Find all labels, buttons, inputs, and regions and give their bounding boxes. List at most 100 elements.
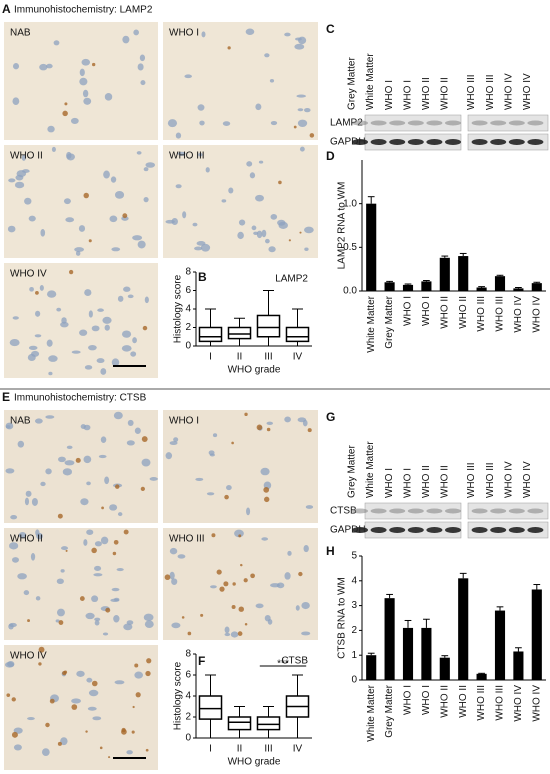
tile-label: WHO III bbox=[169, 151, 205, 162]
nucleus bbox=[103, 170, 110, 179]
tile-label: WHO I bbox=[169, 28, 199, 39]
panel-title: Immunohistochemistry: CTSB bbox=[14, 393, 147, 404]
lane-label: White Matter bbox=[365, 441, 376, 498]
y-axis-label: Histology score bbox=[173, 661, 184, 730]
nucleus bbox=[16, 170, 27, 178]
box bbox=[227, 716, 252, 731]
x-tick-label: IV bbox=[293, 352, 303, 363]
x-tick-label: WHO III bbox=[476, 296, 487, 332]
tile-label: NAB bbox=[10, 416, 31, 427]
stain bbox=[105, 607, 111, 613]
nucleus bbox=[270, 120, 278, 126]
lane-label: WHO III bbox=[485, 74, 496, 110]
x-tick-label: Grey Matter bbox=[384, 684, 395, 737]
stain bbox=[6, 693, 11, 698]
micrograph bbox=[163, 528, 318, 640]
nucleus bbox=[14, 181, 25, 189]
y-tick-label: 2 bbox=[185, 322, 191, 333]
y-tick-label: 0.5 bbox=[343, 242, 357, 253]
nucleus bbox=[165, 452, 173, 460]
stain bbox=[49, 698, 55, 704]
nucleus bbox=[134, 671, 143, 679]
nucleus bbox=[114, 680, 125, 685]
y-axis-label: Histology score bbox=[173, 274, 184, 343]
stain bbox=[293, 125, 297, 129]
nucleus bbox=[234, 529, 244, 538]
nucleus bbox=[104, 476, 110, 485]
x-tick-label: II bbox=[237, 744, 243, 755]
nucleus bbox=[256, 230, 263, 239]
nucleus bbox=[297, 119, 308, 128]
nucleus bbox=[36, 532, 43, 540]
stain bbox=[121, 729, 127, 735]
blot-band bbox=[527, 120, 544, 126]
stain bbox=[65, 549, 68, 552]
bar bbox=[366, 203, 377, 291]
nucleus bbox=[47, 125, 55, 133]
nucleus bbox=[261, 229, 267, 238]
nucleus bbox=[266, 421, 273, 426]
nucleus bbox=[301, 601, 310, 610]
stain bbox=[231, 605, 236, 610]
nucleus bbox=[228, 187, 234, 194]
micrograph bbox=[4, 410, 158, 523]
nucleus bbox=[86, 529, 94, 535]
stain bbox=[115, 484, 120, 489]
nucleus bbox=[304, 108, 311, 113]
y-tick-label: 6 bbox=[185, 670, 191, 681]
nucleus bbox=[133, 29, 139, 36]
blot-band bbox=[445, 508, 461, 514]
lane-label: WHO IV bbox=[503, 73, 514, 110]
nucleus bbox=[299, 146, 305, 152]
stain bbox=[108, 756, 111, 759]
bar bbox=[421, 627, 432, 680]
stain bbox=[145, 670, 151, 677]
stain bbox=[63, 670, 68, 674]
nucleus bbox=[84, 289, 92, 297]
nucleus bbox=[237, 231, 244, 240]
stain bbox=[112, 551, 117, 556]
nucleus bbox=[56, 307, 62, 312]
nucleus bbox=[64, 460, 75, 466]
nucleus bbox=[79, 329, 88, 336]
nucleus bbox=[61, 546, 69, 551]
x-tick-label: White Matter bbox=[366, 295, 377, 352]
stain bbox=[145, 748, 149, 752]
tile-label: WHO III bbox=[169, 534, 205, 545]
nucleus bbox=[145, 162, 156, 168]
stain bbox=[232, 582, 236, 586]
nucleus bbox=[169, 547, 178, 555]
blot-band bbox=[389, 527, 406, 533]
stain bbox=[240, 563, 243, 567]
blot-band bbox=[490, 139, 507, 145]
nucleus bbox=[46, 290, 57, 298]
nucleus bbox=[298, 36, 307, 45]
bar bbox=[476, 673, 487, 680]
x-tick-label: II bbox=[237, 352, 243, 363]
nucleus bbox=[86, 481, 91, 486]
nucleus bbox=[66, 151, 72, 159]
nucleus bbox=[245, 28, 255, 36]
panel-letter: E bbox=[2, 390, 10, 404]
lane-label: White Matter bbox=[365, 53, 376, 110]
nucleus bbox=[110, 176, 117, 183]
nucleus bbox=[201, 31, 206, 38]
nucleus bbox=[177, 554, 186, 559]
x-tick-label: WHO IV bbox=[531, 296, 542, 333]
nucleus bbox=[238, 219, 246, 226]
panel-letter: B bbox=[198, 270, 207, 284]
stain bbox=[299, 231, 302, 234]
blot-band bbox=[471, 120, 488, 126]
nucleus bbox=[23, 590, 30, 596]
stain bbox=[141, 436, 148, 442]
nucleus bbox=[88, 310, 93, 318]
nucleus bbox=[117, 295, 124, 302]
nucleus bbox=[65, 217, 75, 223]
box bbox=[198, 695, 223, 720]
nucleus bbox=[269, 79, 275, 83]
stain bbox=[142, 325, 148, 331]
stain bbox=[200, 613, 204, 617]
stain bbox=[219, 586, 225, 592]
nucleus bbox=[270, 583, 280, 588]
tile-label: WHO II bbox=[10, 534, 43, 545]
